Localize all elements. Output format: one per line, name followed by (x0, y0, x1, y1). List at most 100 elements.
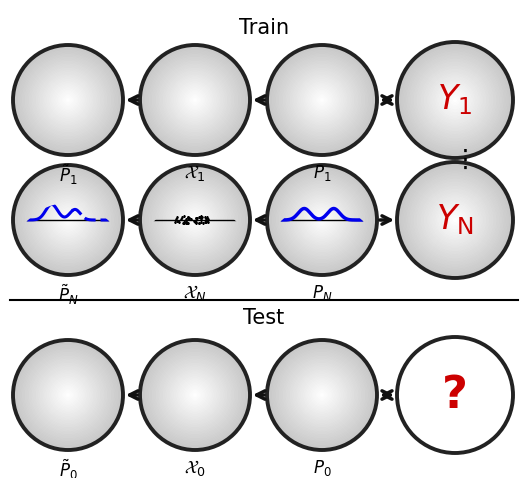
Ellipse shape (52, 379, 84, 412)
Ellipse shape (27, 179, 109, 261)
Ellipse shape (24, 176, 112, 264)
Ellipse shape (50, 82, 86, 118)
Ellipse shape (32, 184, 103, 256)
Ellipse shape (24, 351, 112, 439)
Ellipse shape (301, 374, 343, 416)
Ellipse shape (147, 52, 243, 148)
Ellipse shape (161, 360, 229, 429)
Ellipse shape (174, 374, 215, 416)
Ellipse shape (35, 362, 101, 428)
Ellipse shape (176, 201, 214, 239)
Ellipse shape (64, 96, 72, 104)
Ellipse shape (397, 162, 513, 278)
Ellipse shape (319, 392, 325, 398)
Ellipse shape (176, 376, 214, 414)
Ellipse shape (142, 341, 249, 449)
Ellipse shape (286, 64, 358, 136)
Ellipse shape (271, 169, 373, 271)
Ellipse shape (21, 348, 115, 442)
Ellipse shape (34, 360, 102, 429)
Ellipse shape (286, 184, 358, 256)
Ellipse shape (407, 52, 503, 148)
Ellipse shape (143, 168, 247, 272)
Ellipse shape (308, 86, 336, 114)
Ellipse shape (142, 46, 249, 153)
Ellipse shape (23, 54, 114, 145)
Ellipse shape (315, 213, 329, 227)
Ellipse shape (411, 176, 498, 263)
Ellipse shape (295, 73, 350, 128)
Ellipse shape (426, 191, 484, 249)
Text: $P_0$: $P_0$ (313, 458, 331, 478)
Ellipse shape (146, 171, 244, 270)
Ellipse shape (64, 391, 72, 399)
Ellipse shape (433, 78, 477, 122)
Ellipse shape (191, 216, 199, 224)
Ellipse shape (270, 343, 374, 447)
Ellipse shape (271, 49, 373, 151)
Ellipse shape (39, 191, 97, 249)
Ellipse shape (268, 166, 375, 273)
Ellipse shape (18, 346, 118, 445)
Ellipse shape (185, 385, 205, 404)
Ellipse shape (46, 373, 90, 417)
Ellipse shape (282, 60, 362, 140)
Ellipse shape (181, 206, 209, 234)
Ellipse shape (28, 355, 108, 435)
Ellipse shape (320, 393, 323, 396)
Ellipse shape (272, 171, 372, 270)
Ellipse shape (311, 209, 333, 231)
Ellipse shape (57, 89, 79, 111)
Ellipse shape (429, 74, 481, 126)
Ellipse shape (174, 199, 215, 240)
Ellipse shape (13, 165, 123, 275)
Ellipse shape (275, 173, 369, 267)
Ellipse shape (54, 206, 82, 234)
Ellipse shape (275, 53, 369, 147)
Ellipse shape (159, 64, 231, 136)
Ellipse shape (54, 86, 82, 114)
Ellipse shape (413, 58, 497, 142)
Ellipse shape (163, 68, 227, 131)
Ellipse shape (49, 81, 87, 119)
Ellipse shape (311, 384, 333, 406)
Ellipse shape (49, 376, 87, 414)
Ellipse shape (448, 213, 462, 227)
Ellipse shape (286, 359, 358, 431)
Ellipse shape (14, 341, 121, 449)
Ellipse shape (35, 187, 101, 253)
Ellipse shape (50, 202, 86, 238)
Ellipse shape (268, 46, 375, 153)
Ellipse shape (289, 67, 355, 133)
Ellipse shape (181, 381, 209, 409)
Ellipse shape (410, 175, 500, 265)
Ellipse shape (414, 59, 496, 141)
Ellipse shape (270, 48, 374, 152)
Ellipse shape (167, 73, 222, 128)
Ellipse shape (419, 64, 491, 136)
Ellipse shape (162, 67, 228, 133)
Ellipse shape (271, 344, 373, 446)
Ellipse shape (438, 203, 473, 238)
Ellipse shape (61, 93, 75, 107)
Ellipse shape (314, 387, 330, 403)
Ellipse shape (306, 379, 338, 412)
Ellipse shape (414, 179, 496, 261)
Ellipse shape (279, 57, 365, 142)
Ellipse shape (433, 198, 477, 242)
Ellipse shape (156, 357, 233, 434)
Ellipse shape (413, 178, 497, 262)
Ellipse shape (401, 46, 508, 153)
Ellipse shape (416, 181, 494, 259)
Ellipse shape (404, 169, 506, 271)
Ellipse shape (278, 176, 366, 264)
Ellipse shape (400, 45, 510, 155)
Ellipse shape (445, 210, 465, 230)
Text: ?: ? (442, 373, 468, 416)
Ellipse shape (306, 204, 338, 237)
Ellipse shape (281, 59, 363, 141)
Ellipse shape (18, 51, 118, 150)
Ellipse shape (170, 370, 220, 420)
Ellipse shape (307, 380, 337, 410)
Ellipse shape (301, 79, 343, 120)
